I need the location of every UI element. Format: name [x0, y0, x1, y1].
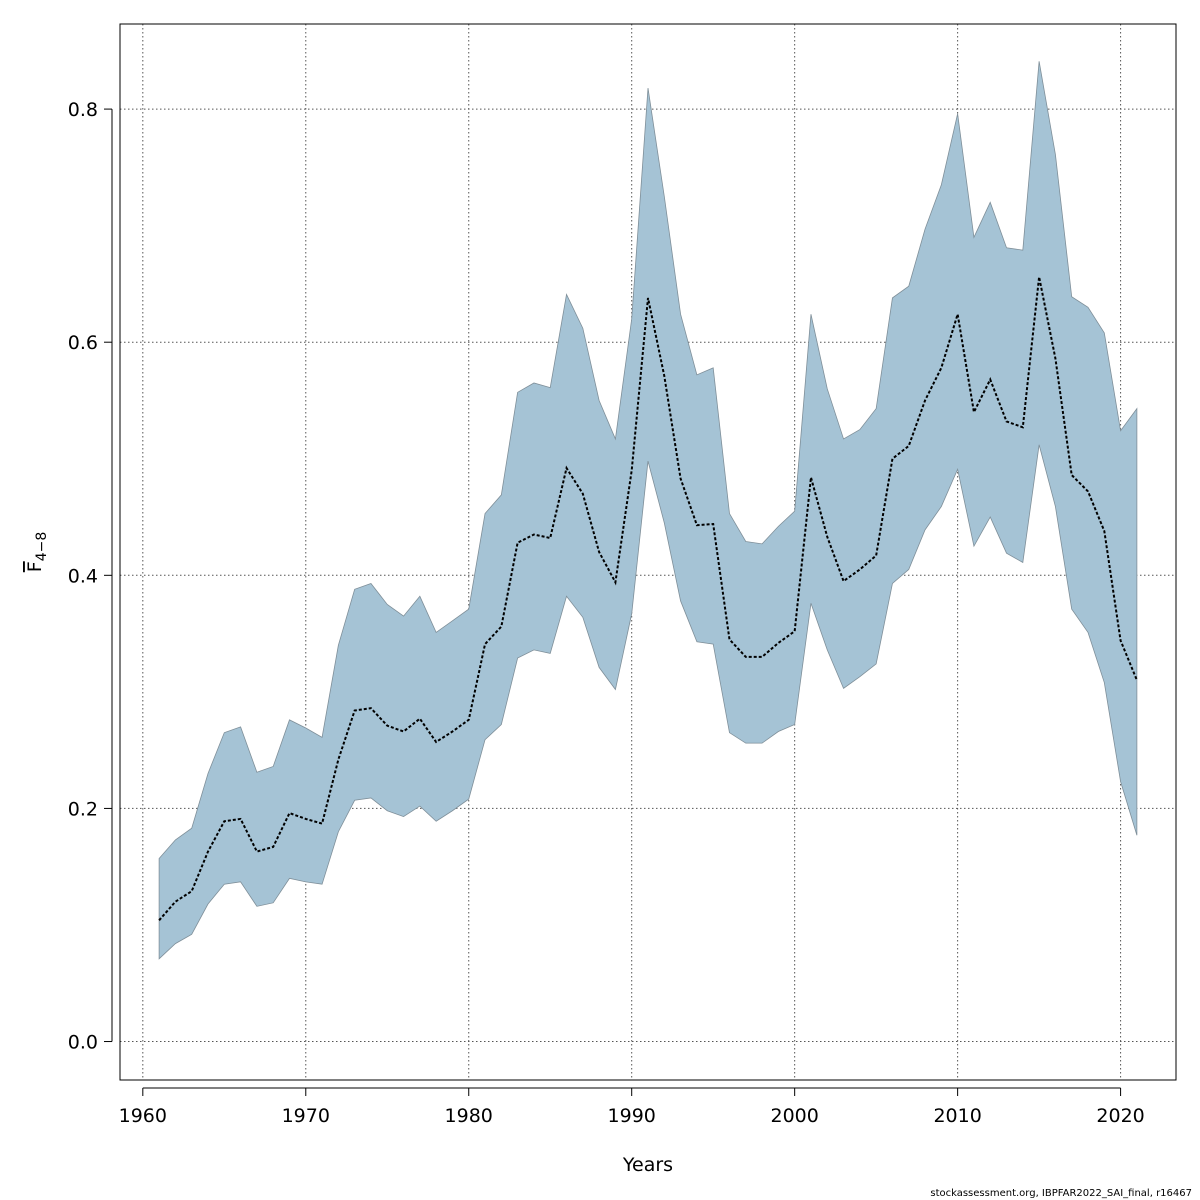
estimate-line	[158, 276, 1138, 921]
y-tick-label: 0.4	[68, 565, 98, 587]
x-tick-label: 2010	[933, 1105, 981, 1127]
y-tick-label: 0.6	[68, 332, 98, 354]
x-tick-label: 1970	[282, 1105, 330, 1127]
x-tick-label: 1980	[445, 1105, 493, 1127]
y-axis-label: F4−8	[24, 532, 50, 572]
estimate-series-line	[158, 276, 1138, 921]
y-axis: 0.0 0.2 0.4 0.6 0.8	[68, 99, 113, 1054]
x-tick-label: 2020	[1096, 1105, 1144, 1127]
y-axis-label-main: F	[24, 561, 46, 572]
x-tick-label: 2000	[770, 1105, 818, 1127]
y-axis-label-subscript: 4−8	[34, 532, 50, 562]
y-tick-label: 0.0	[68, 1032, 98, 1054]
confidence-band	[158, 61, 1138, 960]
y-tick-label: 0.8	[68, 99, 98, 121]
x-axis: 1960 1970 1980 1990 2000 2010 2020	[119, 1087, 1145, 1127]
svg-text:F4−8: F4−8	[24, 532, 50, 572]
confidence-band-area	[158, 61, 1138, 960]
x-tick-label: 1990	[608, 1105, 656, 1127]
plot-frame	[119, 23, 1177, 1081]
y-tick-label: 0.2	[68, 798, 98, 820]
footer-credit: stockassessment.org, IBPFAR2022_SAI_fina…	[930, 1188, 1192, 1199]
x-axis-label: Years	[622, 1154, 673, 1176]
x-tick-label: 1960	[119, 1105, 167, 1127]
